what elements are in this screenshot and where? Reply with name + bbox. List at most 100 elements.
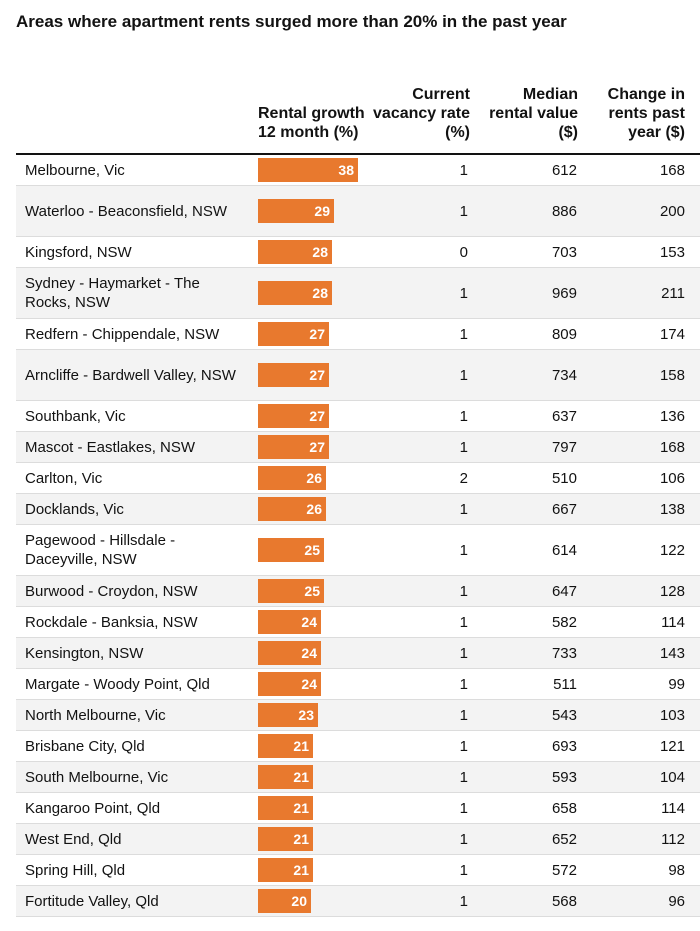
growth-value: 26	[306, 470, 322, 486]
growth-bar: 25	[258, 538, 324, 562]
growth-bar: 24	[258, 672, 321, 696]
median-rental-value: 809	[551, 325, 577, 343]
table-row: Kensington, NSW 24 1 733 143	[16, 638, 700, 669]
growth-cell: 25	[258, 525, 408, 575]
growth-value: 27	[309, 408, 325, 424]
vacancy-rate: 0	[459, 243, 468, 261]
median-rental-value: 572	[551, 861, 577, 879]
growth-cell: 26	[258, 463, 408, 493]
area-name: Spring Hill, Qld	[25, 861, 126, 879]
median-rental-value: 658	[551, 799, 577, 817]
median-rental-value: 612	[551, 161, 577, 179]
area-name: Waterloo - Beaconsfield, NSW	[25, 202, 228, 220]
table-row: Pagewood - Hillsdale - Daceyville, NSW 25…	[16, 525, 700, 576]
median-rental-value: 693	[551, 737, 577, 755]
change-in-rents: 103	[659, 706, 685, 724]
median-rental-value: 511	[553, 675, 577, 693]
change-in-rents: 122	[659, 541, 685, 559]
header-median-rental: Median rental value ($)	[489, 86, 578, 141]
change-in-rents: 200	[659, 202, 685, 220]
growth-bar: 26	[258, 497, 326, 521]
change-in-rents: 99	[668, 675, 685, 693]
change-in-rents: 104	[659, 768, 685, 786]
vacancy-rate: 1	[459, 161, 468, 179]
vacancy-rate: 1	[459, 541, 468, 559]
area-name: Carlton, Vic	[25, 469, 103, 487]
change-in-rents: 168	[659, 438, 685, 456]
growth-value: 27	[309, 326, 325, 342]
growth-cell: 24	[258, 638, 408, 668]
area-name: South Melbourne, Vic	[25, 768, 169, 786]
growth-value: 25	[304, 542, 320, 558]
vacancy-rate: 1	[459, 675, 468, 693]
table-row: Redfern - Chippendale, NSW 27 1 809 174	[16, 319, 700, 350]
growth-cell: 21	[258, 855, 408, 885]
area-name: Kangaroo Point, Qld	[25, 799, 161, 817]
vacancy-rate: 1	[459, 830, 468, 848]
header-divider	[16, 153, 700, 155]
growth-value: 21	[293, 831, 309, 847]
median-rental-value: 637	[551, 407, 577, 425]
table-row: West End, Qld 21 1 652 112	[16, 824, 700, 855]
growth-bar: 24	[258, 641, 321, 665]
area-name: Pagewood - Hillsdale - Daceyville, NSW	[25, 532, 176, 568]
table-row: Melbourne, Vic 38 1 612 168	[16, 155, 700, 186]
median-rental-value: 667	[551, 500, 577, 518]
growth-cell: 25	[258, 576, 408, 606]
table-row: Kangaroo Point, Qld 21 1 658 114	[16, 793, 700, 824]
vacancy-rate: 2	[459, 469, 468, 487]
growth-bar: 27	[258, 404, 329, 428]
median-rental-value: 969	[551, 284, 577, 302]
growth-value: 28	[312, 244, 328, 260]
table-row: Docklands, Vic 26 1 667 138	[16, 494, 700, 525]
median-rental-value: 703	[551, 243, 577, 261]
change-in-rents: 211	[661, 284, 685, 302]
table-header: Rental growth 12 month (%) Current vacan…	[0, 62, 700, 150]
change-in-rents: 153	[659, 243, 685, 261]
area-name: North Melbourne, Vic	[25, 706, 166, 724]
change-in-rents: 128	[659, 582, 685, 600]
growth-cell: 24	[258, 669, 408, 699]
growth-value: 26	[306, 501, 322, 517]
median-rental-value: 543	[551, 706, 577, 724]
change-in-rents: 96	[668, 892, 685, 910]
median-rental-value: 886	[551, 202, 577, 220]
change-in-rents: 106	[659, 469, 685, 487]
growth-value: 24	[301, 614, 317, 630]
median-rental-value: 614	[551, 541, 577, 559]
area-name: Redfern - Chippendale, NSW	[25, 325, 220, 343]
growth-bar: 27	[258, 435, 329, 459]
growth-bar: 21	[258, 858, 313, 882]
area-name: Fortitude Valley, Qld	[25, 892, 159, 910]
area-name: Rockdale - Banksia, NSW	[25, 613, 198, 631]
vacancy-rate: 1	[459, 366, 468, 384]
median-rental-value: 593	[551, 768, 577, 786]
vacancy-rate: 1	[459, 582, 468, 600]
growth-cell: 21	[258, 762, 408, 792]
table-row: South Melbourne, Vic 21 1 593 104	[16, 762, 700, 793]
growth-bar: 21	[258, 765, 313, 789]
growth-cell: 27	[258, 350, 408, 400]
table-row: Brisbane City, Qld 21 1 693 121	[16, 731, 700, 762]
growth-bar: 23	[258, 703, 318, 727]
growth-bar: 38	[258, 158, 358, 182]
growth-cell: 28	[258, 237, 408, 267]
change-in-rents: 114	[661, 613, 685, 631]
growth-value: 28	[312, 285, 328, 301]
growth-value: 23	[298, 707, 314, 723]
growth-bar: 28	[258, 240, 332, 264]
growth-cell: 26	[258, 494, 408, 524]
growth-bar: 21	[258, 796, 313, 820]
growth-bar: 27	[258, 322, 329, 346]
median-rental-value: 568	[551, 892, 577, 910]
table-row: Southbank, Vic 27 1 637 136	[16, 401, 700, 432]
growth-value: 24	[301, 676, 317, 692]
vacancy-rate: 1	[459, 500, 468, 518]
growth-cell: 24	[258, 607, 408, 637]
vacancy-rate: 1	[459, 706, 468, 724]
vacancy-rate: 1	[459, 861, 468, 879]
growth-value: 25	[304, 583, 320, 599]
vacancy-rate: 1	[459, 284, 468, 302]
growth-bar: 21	[258, 827, 313, 851]
area-name: Melbourne, Vic	[25, 161, 125, 179]
